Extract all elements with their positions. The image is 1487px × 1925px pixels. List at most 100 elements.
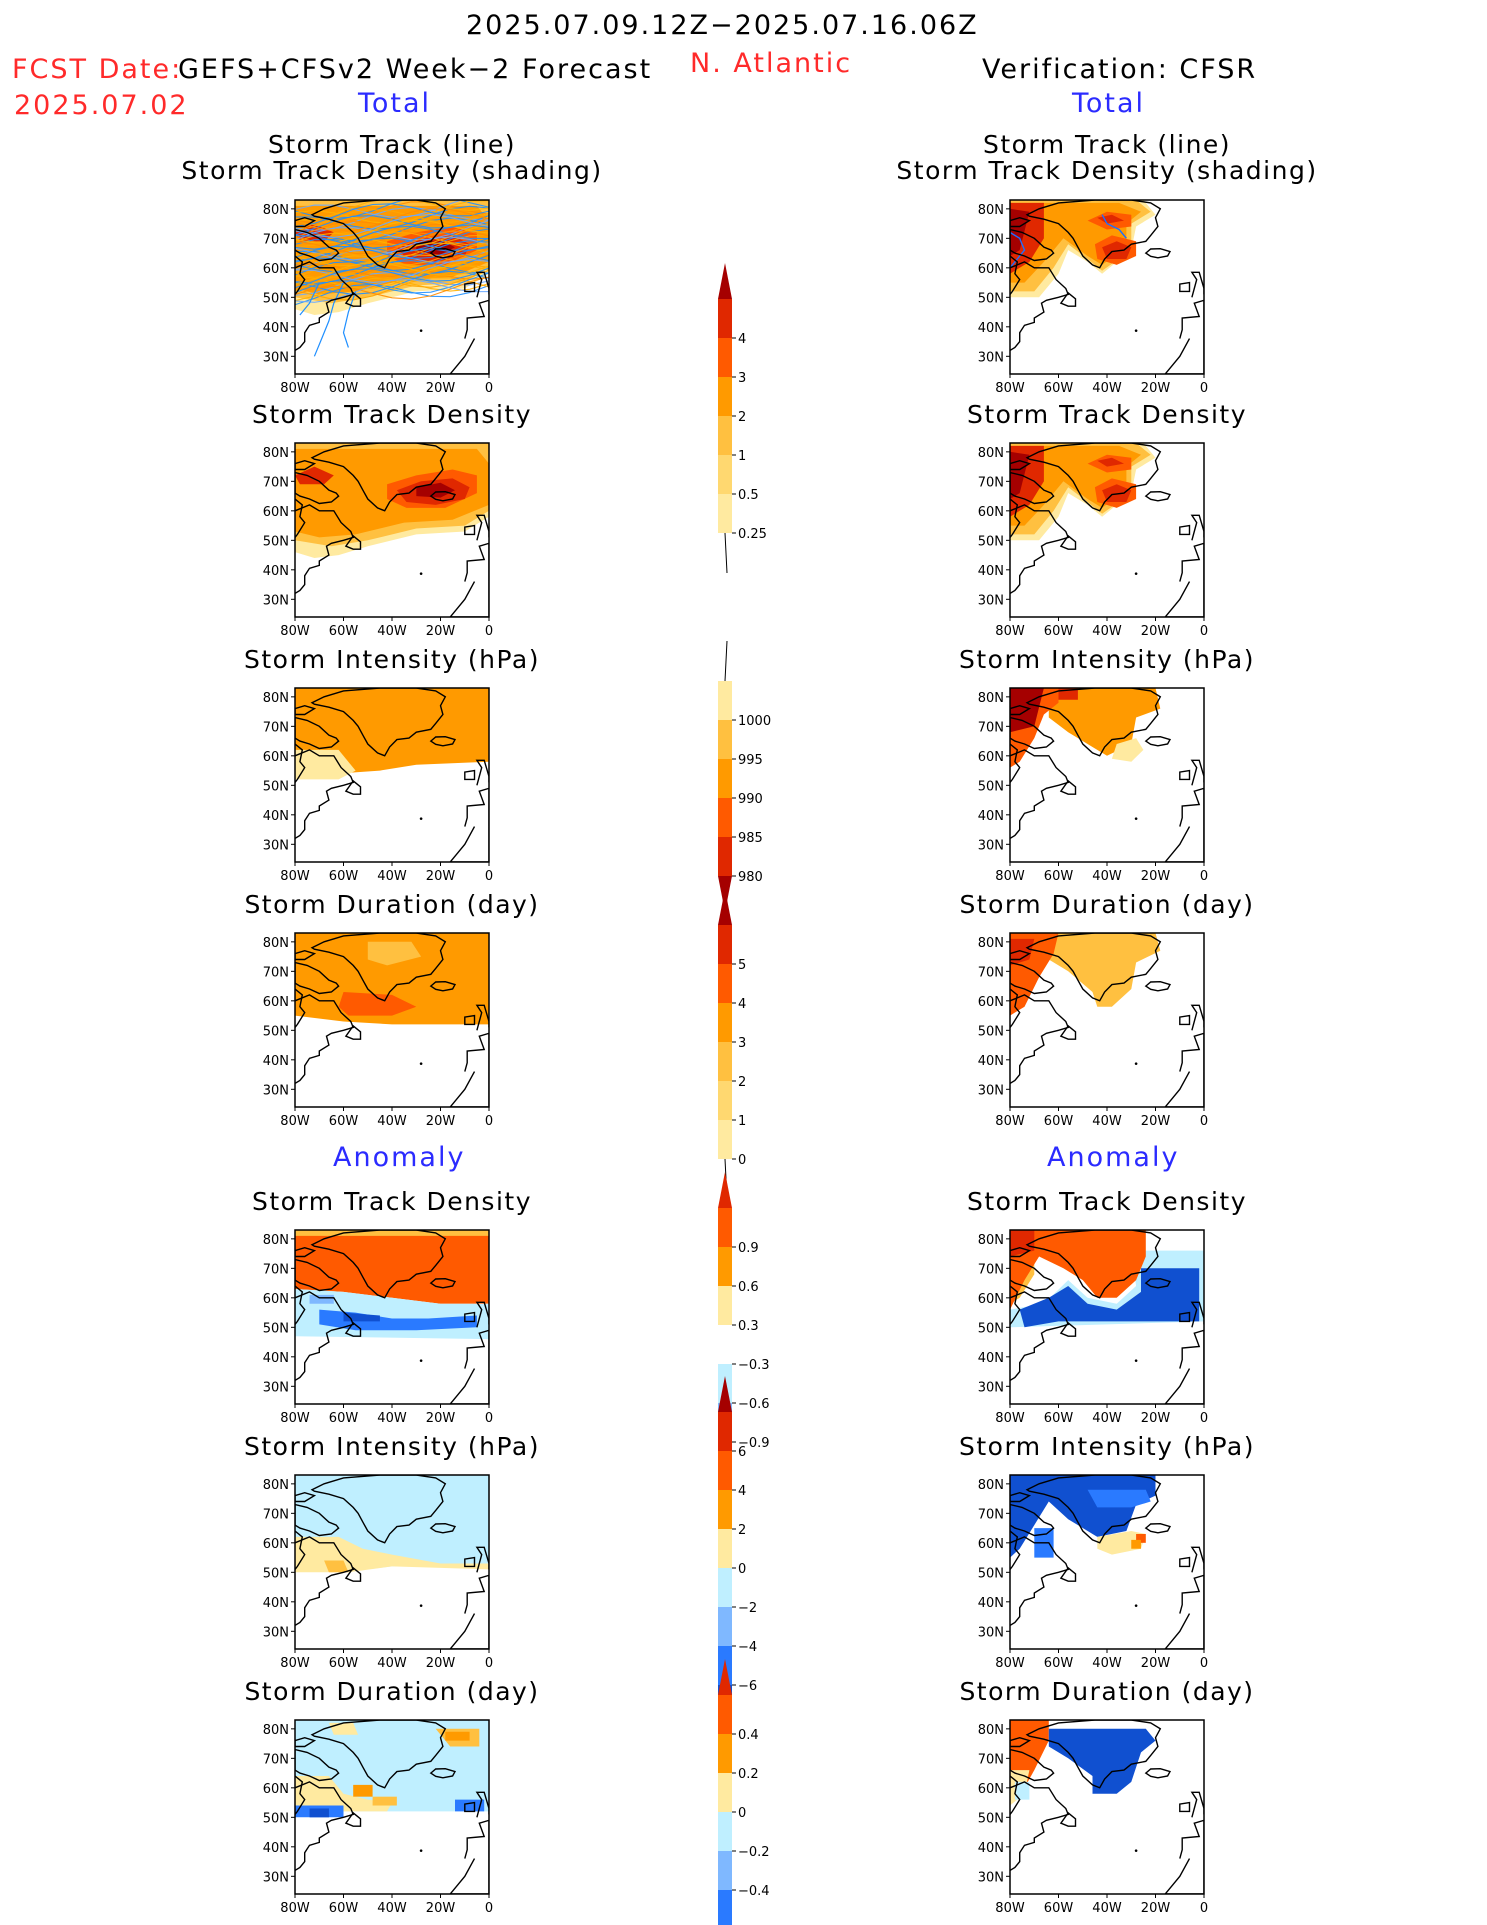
north-america-coastline: [1010, 994, 1070, 1085]
lat-label: 30N: [263, 1625, 289, 1640]
shade-region: [1048, 1728, 1156, 1794]
hudson-coastline: [295, 1775, 306, 1815]
north-america-coastline: [1010, 1781, 1070, 1872]
panel-title-density-anom-right: Storm Track Density: [966, 1187, 1247, 1216]
north-america-coastline: [295, 261, 355, 352]
colorbar-label: −0.4: [738, 1884, 770, 1899]
hudson-coastline: [295, 988, 306, 1028]
lat-label: 30N: [978, 1625, 1004, 1640]
lat-label: 70N: [978, 475, 1004, 490]
arctic-island-coastline: [295, 216, 317, 228]
lon-label: 0: [1200, 381, 1208, 396]
lat-label: 50N: [263, 1566, 289, 1581]
ireland-coastline: [1179, 769, 1191, 781]
map-left-intensity: 80N 70N 60N 50N 40N 30N 80W 60W 40W 20W 0: [263, 687, 493, 884]
colorbar-label: −2: [738, 1601, 757, 1616]
storm-track-line: [295, 270, 489, 295]
storm-track-line: [295, 208, 489, 232]
ireland-coastline: [1179, 524, 1191, 536]
africa-coastline: [1164, 826, 1204, 862]
north-america-coastline: [1010, 1291, 1070, 1382]
africa-coastline: [449, 826, 489, 862]
lon-label: 20W: [426, 1411, 456, 1426]
colorbar-label: 0.6: [738, 1280, 759, 1295]
colorbar-intensity-total-swatch: [718, 681, 732, 720]
lat-label: 80N: [978, 1478, 1004, 1493]
hudson-coastline: [295, 1285, 306, 1325]
arctic-island-coastline: [1010, 704, 1032, 716]
map-left-track-line-shading: [295, 200, 489, 374]
colorbar-duration-total-swatch: [718, 1003, 732, 1042]
lon-label: 60W: [1044, 869, 1074, 884]
lon-label: 40W: [1092, 869, 1122, 884]
colorbar-density-anom-swatch: [718, 1325, 732, 1364]
newfoundland-coastline: [344, 291, 362, 307]
lon-label: 20W: [1141, 1901, 1171, 1916]
colorbar-density-total-swatch: [718, 455, 732, 494]
storm-track-line: [295, 276, 489, 300]
colorbar-duration-total: 5 4 3 2 1 0: [718, 889, 746, 1200]
colorbar-density-anom-swatch: [718, 1208, 732, 1247]
colorbar-intensity-anom-swatch: [718, 1451, 732, 1490]
baffin-coastline: [1010, 228, 1055, 262]
map-right-track-density: 80N 70N 60N 50N 40N 30N 80W 60W 40W 20W 0: [978, 442, 1208, 639]
lat-label: 80N: [978, 691, 1004, 706]
north-america-coastline: [295, 749, 355, 840]
panel-title-duration-right: Storm Duration (day): [959, 890, 1255, 919]
britain-coastline: [1190, 514, 1204, 541]
lat-label: 50N: [263, 1811, 289, 1826]
lat-label: 60N: [978, 995, 1004, 1010]
shade-region: [328, 1722, 359, 1735]
lat-label: 40N: [978, 1841, 1004, 1856]
lon-label: 60W: [329, 1901, 359, 1916]
iberia-coastline: [464, 787, 489, 827]
storm-track-line: [295, 224, 489, 249]
ireland-coastline: [464, 281, 476, 293]
lat-label: 80N: [978, 446, 1004, 461]
lon-label: 40W: [1092, 624, 1122, 639]
lon-label: 0: [1200, 1901, 1208, 1916]
newfoundland-coastline: [1059, 1321, 1077, 1337]
britain-coastline: [475, 1546, 489, 1573]
shade-region: [324, 1560, 349, 1573]
africa-coastline: [449, 1071, 489, 1107]
lat-label: 80N: [978, 1233, 1004, 1248]
lat-label: 60N: [978, 505, 1004, 520]
iberia-coastline: [464, 1574, 489, 1614]
hudson-coastline: [1010, 498, 1021, 538]
lat-label: 30N: [263, 1083, 289, 1098]
map-left-duration-anom: 80N 70N 60N 50N 40N 30N 80W 60W 40W 20W 0: [263, 1719, 493, 1916]
colorbar-label: 3: [738, 371, 746, 386]
greenland-coastline: [310, 1475, 447, 1544]
lon-label: 20W: [426, 1656, 456, 1671]
newfoundland-coastline: [344, 534, 362, 550]
africa-coastline: [1164, 338, 1204, 374]
colorbar-duration-total-swatch: [718, 925, 732, 964]
ireland-coastline: [1179, 1311, 1191, 1323]
iceland-coastline: [1144, 1767, 1172, 1779]
colorbar-density-total-tail: [724, 532, 728, 574]
colorbar-duration-anom-swatch: [718, 1773, 732, 1812]
shade-region: [295, 688, 489, 774]
panel-title-duration-left: Storm Duration (day): [244, 890, 540, 919]
lat-label: 40N: [978, 1351, 1004, 1366]
hudson-coastline: [1010, 1530, 1021, 1570]
britain-coastline: [1190, 271, 1204, 298]
lat-label: 80N: [263, 1723, 289, 1738]
lon-label: 20W: [1141, 1411, 1171, 1426]
africa-coastline: [1164, 1368, 1204, 1404]
colorbar-intensity-total: 1000 995 990 985 980: [718, 640, 771, 912]
panel-title-duration-anom-right: Storm Duration (day): [959, 1677, 1255, 1706]
north-america-coastline: [295, 1781, 355, 1872]
africa-coastline: [1164, 581, 1204, 617]
lon-label: 20W: [426, 869, 456, 884]
africa-coastline: [449, 1368, 489, 1404]
africa-coastline: [1164, 1071, 1204, 1107]
baffin-coastline: [295, 1503, 340, 1537]
map-left-duration: 80N 70N 60N 50N 40N 30N 80W 60W 40W 20W 0: [263, 932, 493, 1129]
colorbar-density-anom-swatch: [718, 1247, 732, 1286]
colorbar-label: −0.2: [738, 1845, 770, 1860]
lat-label: 30N: [263, 593, 289, 608]
lon-label: 80W: [280, 381, 310, 396]
iceland-coastline: [429, 247, 457, 259]
